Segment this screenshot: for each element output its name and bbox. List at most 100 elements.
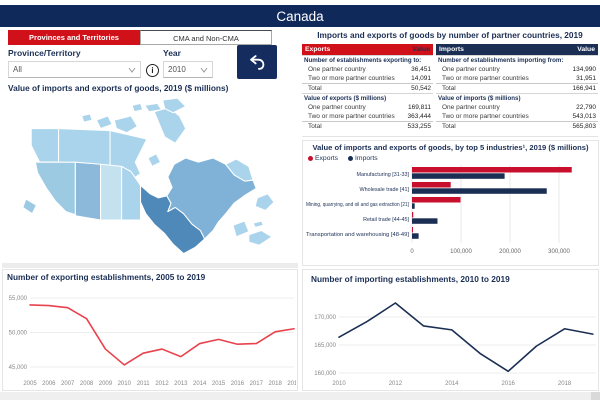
svg-text:2014: 2014 — [193, 381, 207, 387]
svg-text:2014: 2014 — [445, 381, 459, 387]
svg-text:2005: 2005 — [23, 381, 37, 387]
chevron-down-icon — [200, 67, 208, 73]
region-alberta[interactable] — [74, 161, 102, 221]
map-scrollbar[interactable] — [2, 263, 298, 268]
region-prince-edward-island[interactable] — [252, 220, 265, 228]
svg-text:165,000: 165,000 — [314, 343, 336, 349]
svg-text:Wholesale trade [41]: Wholesale trade [41] — [360, 187, 410, 193]
table-row: Total 50,542 — [302, 83, 433, 93]
year-dropdown-value: 2010 — [168, 65, 186, 74]
svg-text:2015: 2015 — [212, 381, 226, 387]
imports-legend-label: Imports — [355, 155, 378, 162]
year-dropdown[interactable]: 2010 — [163, 61, 213, 78]
partner-tables-title: Imports and exports of goods by number o… — [317, 30, 583, 40]
table-row: Two or more partner countries 363,444 — [308, 113, 431, 120]
app-header: Canada — [0, 5, 600, 27]
table-row: Total 533,255 — [302, 121, 433, 131]
svg-text:55,000: 55,000 — [9, 296, 28, 302]
exports-legend-label: Exports — [315, 155, 339, 162]
divider — [302, 136, 598, 137]
region-labrador[interactable] — [225, 158, 254, 182]
tab-cma-noncma[interactable]: CMA and Non-CMA — [140, 30, 272, 45]
svg-text:200,000: 200,000 — [499, 249, 521, 255]
svg-text:2008: 2008 — [80, 381, 94, 387]
bar-chart-title: Value of imports and exports of goods, b… — [312, 143, 589, 152]
importing-chart-title: Number of importing establishments, 2010… — [311, 274, 510, 284]
svg-text:2012: 2012 — [389, 381, 403, 387]
table-header: Exports Value — [302, 44, 433, 55]
region-quebec[interactable] — [166, 157, 257, 240]
svg-text:2007: 2007 — [61, 381, 75, 387]
region-devon-island[interactable] — [144, 102, 163, 113]
table-row: Total 565,803 — [436, 121, 598, 131]
table-row: Two or more partner countries 14,091 — [308, 75, 431, 82]
table-row: One partner country 36,451 — [308, 66, 431, 73]
svg-text:160,000: 160,000 — [314, 371, 336, 377]
region-ellesmere-island[interactable] — [162, 97, 187, 114]
svg-text:2016: 2016 — [231, 381, 245, 387]
svg-text:0: 0 — [410, 249, 414, 255]
table-section-label: Number of establishments importing from: — [436, 55, 598, 65]
exporting-line-chart-panel: Number of exporting establishments, 2005… — [2, 269, 298, 391]
svg-text:2010: 2010 — [332, 381, 346, 387]
table-section-label: Value of imports ($ millions) — [436, 93, 598, 103]
region-arctic-island-b[interactable] — [131, 102, 144, 113]
table-section-label: Number of establishments exporting to: — [302, 55, 433, 65]
svg-text:50,000: 50,000 — [9, 331, 28, 337]
svg-text:100,000: 100,000 — [450, 249, 472, 255]
industries-bar-chart-panel: Value of imports and exports of goods, b… — [302, 140, 599, 266]
info-icon[interactable]: i — [146, 64, 159, 77]
exports-table: Exports Value Number of establishments exp… — [302, 44, 433, 131]
table-row: One partner country 169,811 — [308, 104, 431, 111]
tab-provinces-territories[interactable]: Provinces and Territories — [8, 30, 140, 45]
table-row: One partner country 134,990 — [442, 66, 596, 73]
region-newfoundland[interactable] — [254, 193, 275, 212]
importing-line-chart[interactable]: 170,000 165,000 160,000 2010 2012 2014 2016 201… — [305, 286, 598, 388]
table-row: One partner country 22,790 — [442, 104, 596, 111]
table-section-label: Value of exports ($ millions) — [302, 93, 433, 103]
imports-table: Imports Value Number of establishments imp… — [436, 44, 598, 131]
exporting-line-chart[interactable]: 55,000 50,000 45,000 2005 2006 2007 2008 2009 20… — [4, 286, 296, 388]
svg-text:2013: 2013 — [174, 381, 188, 387]
svg-text:2018: 2018 — [268, 381, 282, 387]
region-southampton-island[interactable] — [147, 153, 162, 167]
region-saskatchewan[interactable] — [100, 163, 123, 221]
svg-text:2010: 2010 — [118, 381, 132, 387]
region-victoria-island[interactable] — [113, 115, 138, 134]
imports-legend-dot — [348, 156, 354, 161]
scrollbar-corner — [591, 392, 600, 400]
region-new-brunswick[interactable] — [232, 220, 250, 238]
page-scrollbar[interactable] — [0, 392, 600, 400]
region-banks-island[interactable] — [95, 115, 113, 130]
importing-line-chart-panel: Number of importing establishments, 2010… — [302, 269, 599, 391]
svg-text:2012: 2012 — [155, 381, 169, 387]
region-arctic-island-a[interactable] — [81, 113, 93, 123]
province-filter-label: Province/Territory — [8, 48, 81, 58]
svg-text:2009: 2009 — [99, 381, 113, 387]
svg-text:Retail trade [44-45]: Retail trade [44-45] — [363, 217, 409, 223]
industries-bar-chart[interactable]: 0 100,000 200,000 300,000 Manufacturing [31-… — [304, 165, 598, 261]
svg-text:170,000: 170,000 — [314, 315, 336, 321]
svg-text:45,000: 45,000 — [9, 365, 28, 371]
svg-text:2017: 2017 — [250, 381, 264, 387]
region-vancouver-island[interactable] — [22, 198, 37, 215]
svg-text:2011: 2011 — [137, 381, 151, 387]
chevron-down-icon — [128, 67, 136, 73]
back-button[interactable] — [237, 45, 277, 79]
svg-text:Transportation and warehousing: Transportation and warehousing [48-49] — [306, 232, 410, 238]
page-title: Canada — [276, 8, 324, 24]
bar-chart-legend: Exports Imports — [308, 155, 378, 162]
province-dropdown[interactable]: All — [8, 61, 141, 78]
region-nova-scotia[interactable] — [248, 229, 273, 246]
province-dropdown-value: All — [13, 65, 22, 74]
svg-text:2018: 2018 — [558, 381, 572, 387]
svg-text:Manufacturing [31-33]: Manufacturing [31-33] — [357, 172, 410, 178]
table-row: Total 166,941 — [436, 83, 598, 93]
region-northwest-territories[interactable] — [58, 128, 111, 168]
table-header: Imports Value — [436, 44, 598, 55]
table-row: Two or more partner countries 543,013 — [442, 113, 596, 120]
table-row: Two or more partner countries 31,951 — [442, 75, 596, 82]
svg-text:300,000: 300,000 — [548, 249, 570, 255]
canada-choropleth-map[interactable] — [8, 97, 292, 261]
